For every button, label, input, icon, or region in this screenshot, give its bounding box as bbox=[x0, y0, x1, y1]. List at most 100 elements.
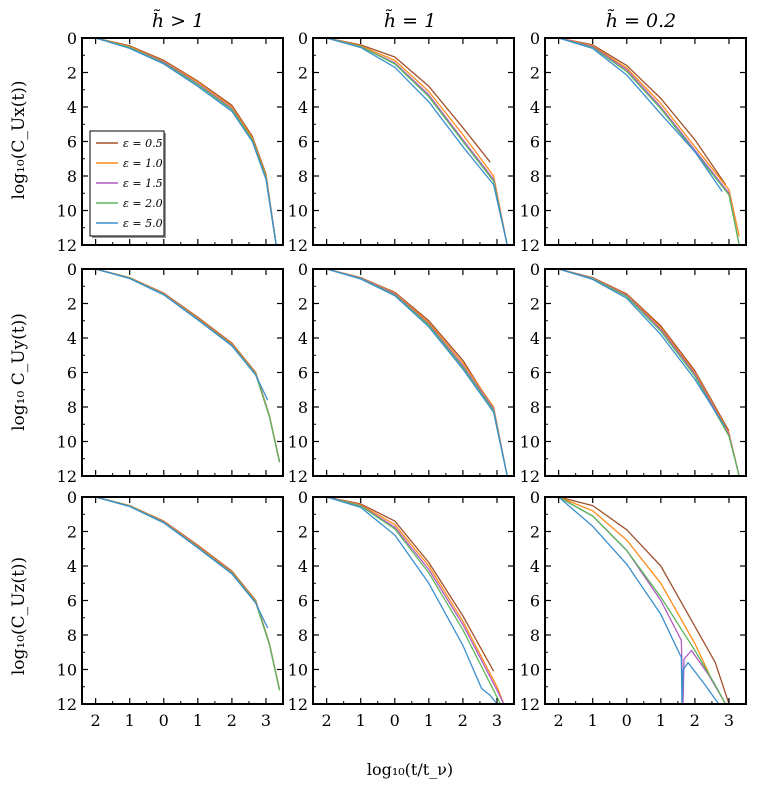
y-tick-label: 6 bbox=[530, 364, 540, 383]
series-line-4 bbox=[95, 269, 281, 463]
y-tick-label: 0 bbox=[530, 29, 540, 48]
panel-row2-col1: 0 2 4 6 8 10 12 bbox=[57, 260, 284, 486]
x-axis-label: log₁₀(t/t_ν) bbox=[367, 760, 453, 779]
series-line-1 bbox=[326, 269, 491, 404]
y-tick-label: 0 bbox=[530, 260, 540, 279]
series-line-4 bbox=[558, 269, 740, 476]
legend-label: ε = 2.0 bbox=[123, 197, 163, 210]
series-line-2 bbox=[558, 497, 727, 704]
y-tick-label: 2 bbox=[530, 295, 540, 314]
series-line-5 bbox=[95, 38, 277, 245]
y-tick-label: 4 bbox=[530, 329, 540, 348]
x-tick-label: 2 bbox=[458, 711, 468, 730]
series-line-3 bbox=[326, 497, 505, 704]
series-line-1 bbox=[326, 497, 495, 672]
legend-label: ε = 1.5 bbox=[123, 177, 163, 190]
y-tick-label: 12 bbox=[520, 467, 540, 486]
x-tick-label: 0 bbox=[390, 711, 400, 730]
y-tick-label: 10 bbox=[288, 202, 308, 221]
y-tick-label: 4 bbox=[67, 329, 77, 348]
panel-row2-col2: 0 2 4 6 8 10 12 bbox=[288, 260, 515, 486]
legend-label: ε = 0.5 bbox=[123, 137, 163, 150]
y-tick-label: 0 bbox=[67, 488, 77, 507]
series-line-1 bbox=[95, 269, 281, 463]
panel-row1-col3: 0 2 4 6 8 10 12 bbox=[520, 29, 747, 255]
y-tick-label: 12 bbox=[288, 236, 308, 255]
panel-frame bbox=[544, 496, 747, 705]
series-line-5 bbox=[326, 38, 508, 245]
x-tick-label: 0 bbox=[622, 711, 632, 730]
y-tick-label: 0 bbox=[67, 29, 77, 48]
y-tick-label: 10 bbox=[520, 661, 540, 680]
legend-label: ε = 5.0 bbox=[123, 217, 163, 230]
x-tick-label: 2 bbox=[554, 711, 564, 730]
row-label-2: log₁₀ C_Uy(t)) bbox=[9, 313, 29, 431]
y-tick-label: 2 bbox=[67, 523, 77, 542]
y-tick-label: 0 bbox=[298, 29, 308, 48]
column-title-3: h̃ = 0.2 bbox=[606, 9, 676, 32]
y-tick-label: 0 bbox=[298, 260, 308, 279]
y-tick-label: 6 bbox=[67, 364, 77, 383]
y-tick-label: 10 bbox=[288, 433, 308, 452]
y-tick-label: 2 bbox=[298, 523, 308, 542]
y-tick-label: 8 bbox=[67, 626, 77, 645]
y-tick-label: 6 bbox=[298, 133, 308, 152]
series-line-3 bbox=[558, 38, 740, 245]
y-tick-label: 2 bbox=[530, 64, 540, 83]
series-line-5 bbox=[326, 269, 508, 476]
y-tick-label: 10 bbox=[57, 433, 77, 452]
y-tick-label: 4 bbox=[298, 329, 308, 348]
x-tick-label: 2 bbox=[227, 711, 237, 730]
panel-row1-col2: 0 2 4 6 8 10 12 bbox=[288, 29, 515, 255]
legend-label: ε = 1.0 bbox=[123, 157, 163, 170]
x-tick-label: 1 bbox=[656, 711, 666, 730]
y-tick-label: 10 bbox=[57, 202, 77, 221]
series-line-4 bbox=[326, 269, 508, 476]
series-line-3 bbox=[326, 269, 508, 476]
series-line-1 bbox=[558, 269, 730, 432]
y-tick-label: 8 bbox=[67, 398, 77, 417]
y-tick-label: 0 bbox=[298, 488, 308, 507]
series-line-3 bbox=[558, 269, 740, 476]
y-tick-label: 12 bbox=[57, 236, 77, 255]
y-tick-label: 10 bbox=[520, 433, 540, 452]
series-line-1 bbox=[558, 38, 727, 185]
series-line-3 bbox=[326, 38, 508, 245]
panel-row2-col3: 0 2 4 6 8 10 12 bbox=[520, 260, 747, 486]
legend: ε = 0.5 ε = 1.0 ε = 1.5 ε = 2.0 ε = 5.0 bbox=[89, 130, 166, 238]
series-line-5 bbox=[558, 269, 727, 429]
x-tick-label: 2 bbox=[322, 711, 332, 730]
series-line-2 bbox=[326, 269, 508, 476]
series-line-5 bbox=[95, 497, 269, 629]
y-tick-label: 10 bbox=[57, 661, 77, 680]
series-line-2 bbox=[326, 38, 508, 245]
y-tick-label: 8 bbox=[298, 167, 308, 186]
y-tick-label: 2 bbox=[67, 64, 77, 83]
y-tick-label: 12 bbox=[288, 695, 308, 714]
series-line-5 bbox=[558, 497, 720, 704]
y-tick-label: 6 bbox=[298, 364, 308, 383]
y-tick-label: 0 bbox=[530, 488, 540, 507]
y-tick-label: 8 bbox=[530, 626, 540, 645]
y-tick-label: 4 bbox=[530, 98, 540, 117]
y-tick-label: 2 bbox=[530, 523, 540, 542]
series-line-1 bbox=[95, 497, 281, 691]
y-tick-label: 8 bbox=[298, 398, 308, 417]
y-tick-label: 12 bbox=[57, 467, 77, 486]
series-line-2 bbox=[558, 38, 740, 237]
series-line-3 bbox=[95, 497, 281, 691]
y-tick-label: 8 bbox=[298, 626, 308, 645]
x-tick-label: 2 bbox=[91, 711, 101, 730]
series-line-5 bbox=[558, 38, 723, 192]
panel-frame bbox=[544, 268, 747, 477]
y-tick-label: 4 bbox=[67, 557, 77, 576]
y-tick-label: 2 bbox=[298, 295, 308, 314]
x-tick-label: 3 bbox=[261, 711, 271, 730]
y-tick-label: 6 bbox=[530, 592, 540, 611]
